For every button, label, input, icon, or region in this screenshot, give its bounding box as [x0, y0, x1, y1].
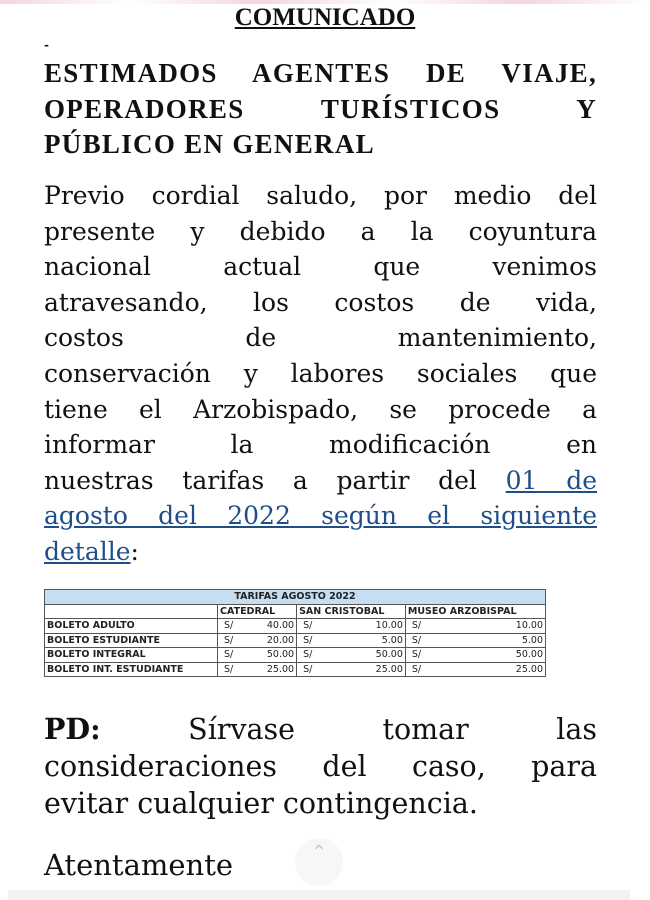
fares-table: TARIFAS AGOSTO 2022 CATEDRAL SAN CRISTOB…	[44, 589, 547, 677]
currency-symbol: S/	[296, 661, 334, 677]
postscript-text: Sírvase tomar las	[188, 713, 597, 746]
paragraph-line: presente y debido a la coyuntura	[44, 216, 597, 246]
paragraph-line: nacional actual que venimos	[44, 252, 597, 282]
top-decoration	[0, 0, 650, 4]
column-header: SAN CRISTOBAL	[296, 603, 406, 619]
currency-symbol: S/	[296, 632, 334, 648]
currency-symbol: S/	[404, 632, 442, 648]
postscript-line: consideraciones del caso, para	[44, 750, 597, 783]
table-header-row: CATEDRAL SAN CRISTOBAL MUSEO ARZOBISPAL	[44, 603, 547, 619]
empty-header-cell	[44, 603, 218, 619]
currency-symbol: S/	[296, 647, 334, 663]
paragraph-line: detalle:	[44, 534, 597, 570]
table-row: BOLETO INT. ESTUDIANTE S/25.00 S/25.00 S/25…	[44, 661, 546, 677]
currency-symbol: S/	[217, 647, 254, 663]
fare-value: 10.00	[333, 618, 406, 634]
paragraph-line: conservación y labores sociales que	[44, 358, 597, 388]
fare-value: 50.00	[441, 647, 546, 663]
fare-value: 40.00	[254, 618, 298, 634]
paragraph-line: nuestras tarifas a partir del 01 de	[44, 463, 597, 499]
paragraph-line: costos de mantenimiento,	[44, 323, 597, 353]
postscript-label: PD:	[44, 712, 101, 746]
fare-value: 10.00	[441, 618, 546, 634]
fare-value: 5.00	[441, 632, 546, 648]
dash-mark: -	[44, 38, 49, 52]
currency-symbol: S/	[217, 618, 254, 634]
fare-value: 50.00	[333, 647, 406, 663]
row-label: BOLETO INT. ESTUDIANTE	[44, 661, 218, 677]
paragraph-line: informar la modificación en	[44, 430, 597, 460]
heading-line: PÚBLICO EN GENERAL	[44, 129, 375, 159]
bottom-bar	[8, 890, 630, 900]
heading-line: ESTIMADOS AGENTES DE VIAJE,	[44, 58, 597, 88]
currency-symbol: S/	[217, 632, 254, 648]
currency-symbol: S/	[404, 618, 442, 634]
addressee-heading: ESTIMADOS AGENTES DE VIAJE, OPERADORES T…	[44, 56, 597, 163]
currency-symbol: S/	[404, 647, 442, 663]
table-row: BOLETO ADULTO S/40.00 S/10.00 S/10.00	[44, 618, 546, 634]
paragraph-line: Previo cordial saludo, por medio del	[44, 181, 597, 210]
row-label: BOLETO ADULTO	[44, 618, 218, 634]
fare-value: 25.00	[254, 661, 298, 677]
chevron-up-icon[interactable]: ⌃	[295, 838, 343, 886]
date-link[interactable]: detalle	[44, 536, 131, 566]
column-header: MUSEO ARZOBISPAL	[404, 603, 547, 619]
currency-symbol: S/	[404, 661, 442, 677]
date-link[interactable]: agosto del 2022 según el siguiente	[44, 501, 597, 531]
closing: Atentamente	[44, 848, 234, 882]
row-label: BOLETO INTEGRAL	[44, 647, 218, 663]
fare-value: 5.00	[333, 632, 406, 648]
table-caption: TARIFAS AGOSTO 2022	[44, 589, 546, 605]
date-link[interactable]: 01 de	[505, 465, 597, 495]
column-header: CATEDRAL	[216, 603, 298, 619]
currency-symbol: S/	[217, 661, 254, 677]
paragraph-text: nuestras tarifas a partir del	[44, 465, 506, 495]
page-title: COMUNICADO	[234, 4, 416, 31]
body-paragraph: Previo cordial saludo, por medio del pre…	[44, 178, 597, 570]
row-label: BOLETO ESTUDIANTE	[44, 632, 218, 648]
table-row: BOLETO INTEGRAL S/50.00 S/50.00 S/50.00	[44, 647, 546, 663]
table-row: BOLETO ESTUDIANTE S/20.00 S/5.00 S/5.00	[44, 632, 546, 648]
postscript-line: PD: Sírvase tomar las	[44, 711, 597, 748]
postscript-line: evitar cualquier contingencia.	[44, 787, 478, 820]
paragraph-line: tiene el Arzobispado, se procede a	[44, 394, 597, 424]
postscript: PD: Sírvase tomar las consideraciones de…	[44, 711, 597, 822]
paragraph-end: :	[130, 536, 139, 566]
currency-symbol: S/	[296, 618, 334, 634]
paragraph-line: agosto del 2022 según el siguiente	[44, 498, 597, 534]
fare-value: 50.00	[254, 647, 298, 663]
fare-value: 20.00	[254, 632, 298, 648]
fare-value: 25.00	[441, 661, 546, 677]
heading-line: OPERADORES TURÍSTICOS Y	[44, 93, 597, 124]
fare-value: 25.00	[333, 661, 406, 677]
paragraph-line: atravesando, los costos de vida,	[44, 287, 597, 317]
